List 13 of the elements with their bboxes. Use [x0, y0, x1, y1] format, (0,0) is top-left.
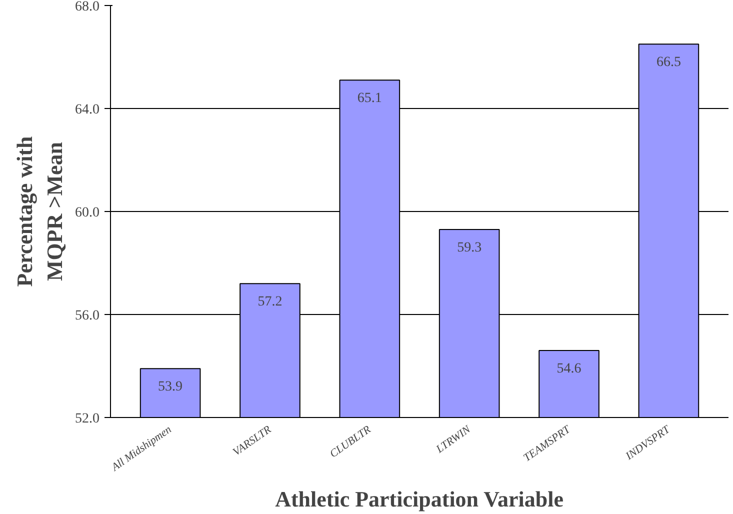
data-label: 53.9 [158, 380, 183, 395]
y-tick-label: 60.0 [75, 206, 100, 220]
x-axis-title: Athletic Participation Variable [275, 486, 564, 512]
y-axis-title: Percentage with MQPR >Mean [12, 136, 67, 287]
y-tick-label: 64.0 [75, 102, 100, 118]
data-label: 57.2 [258, 294, 282, 310]
y-tick-label: 56.0 [75, 308, 100, 324]
data-label: 66.5 [656, 55, 681, 70]
data-label: 65.1 [357, 91, 382, 106]
data-label: 54.6 [556, 362, 582, 377]
y-tick-label: 68.0 [75, 0, 100, 14]
data-label: 59.3 [457, 240, 482, 256]
y-tick-label: 52.0 [75, 412, 100, 426]
